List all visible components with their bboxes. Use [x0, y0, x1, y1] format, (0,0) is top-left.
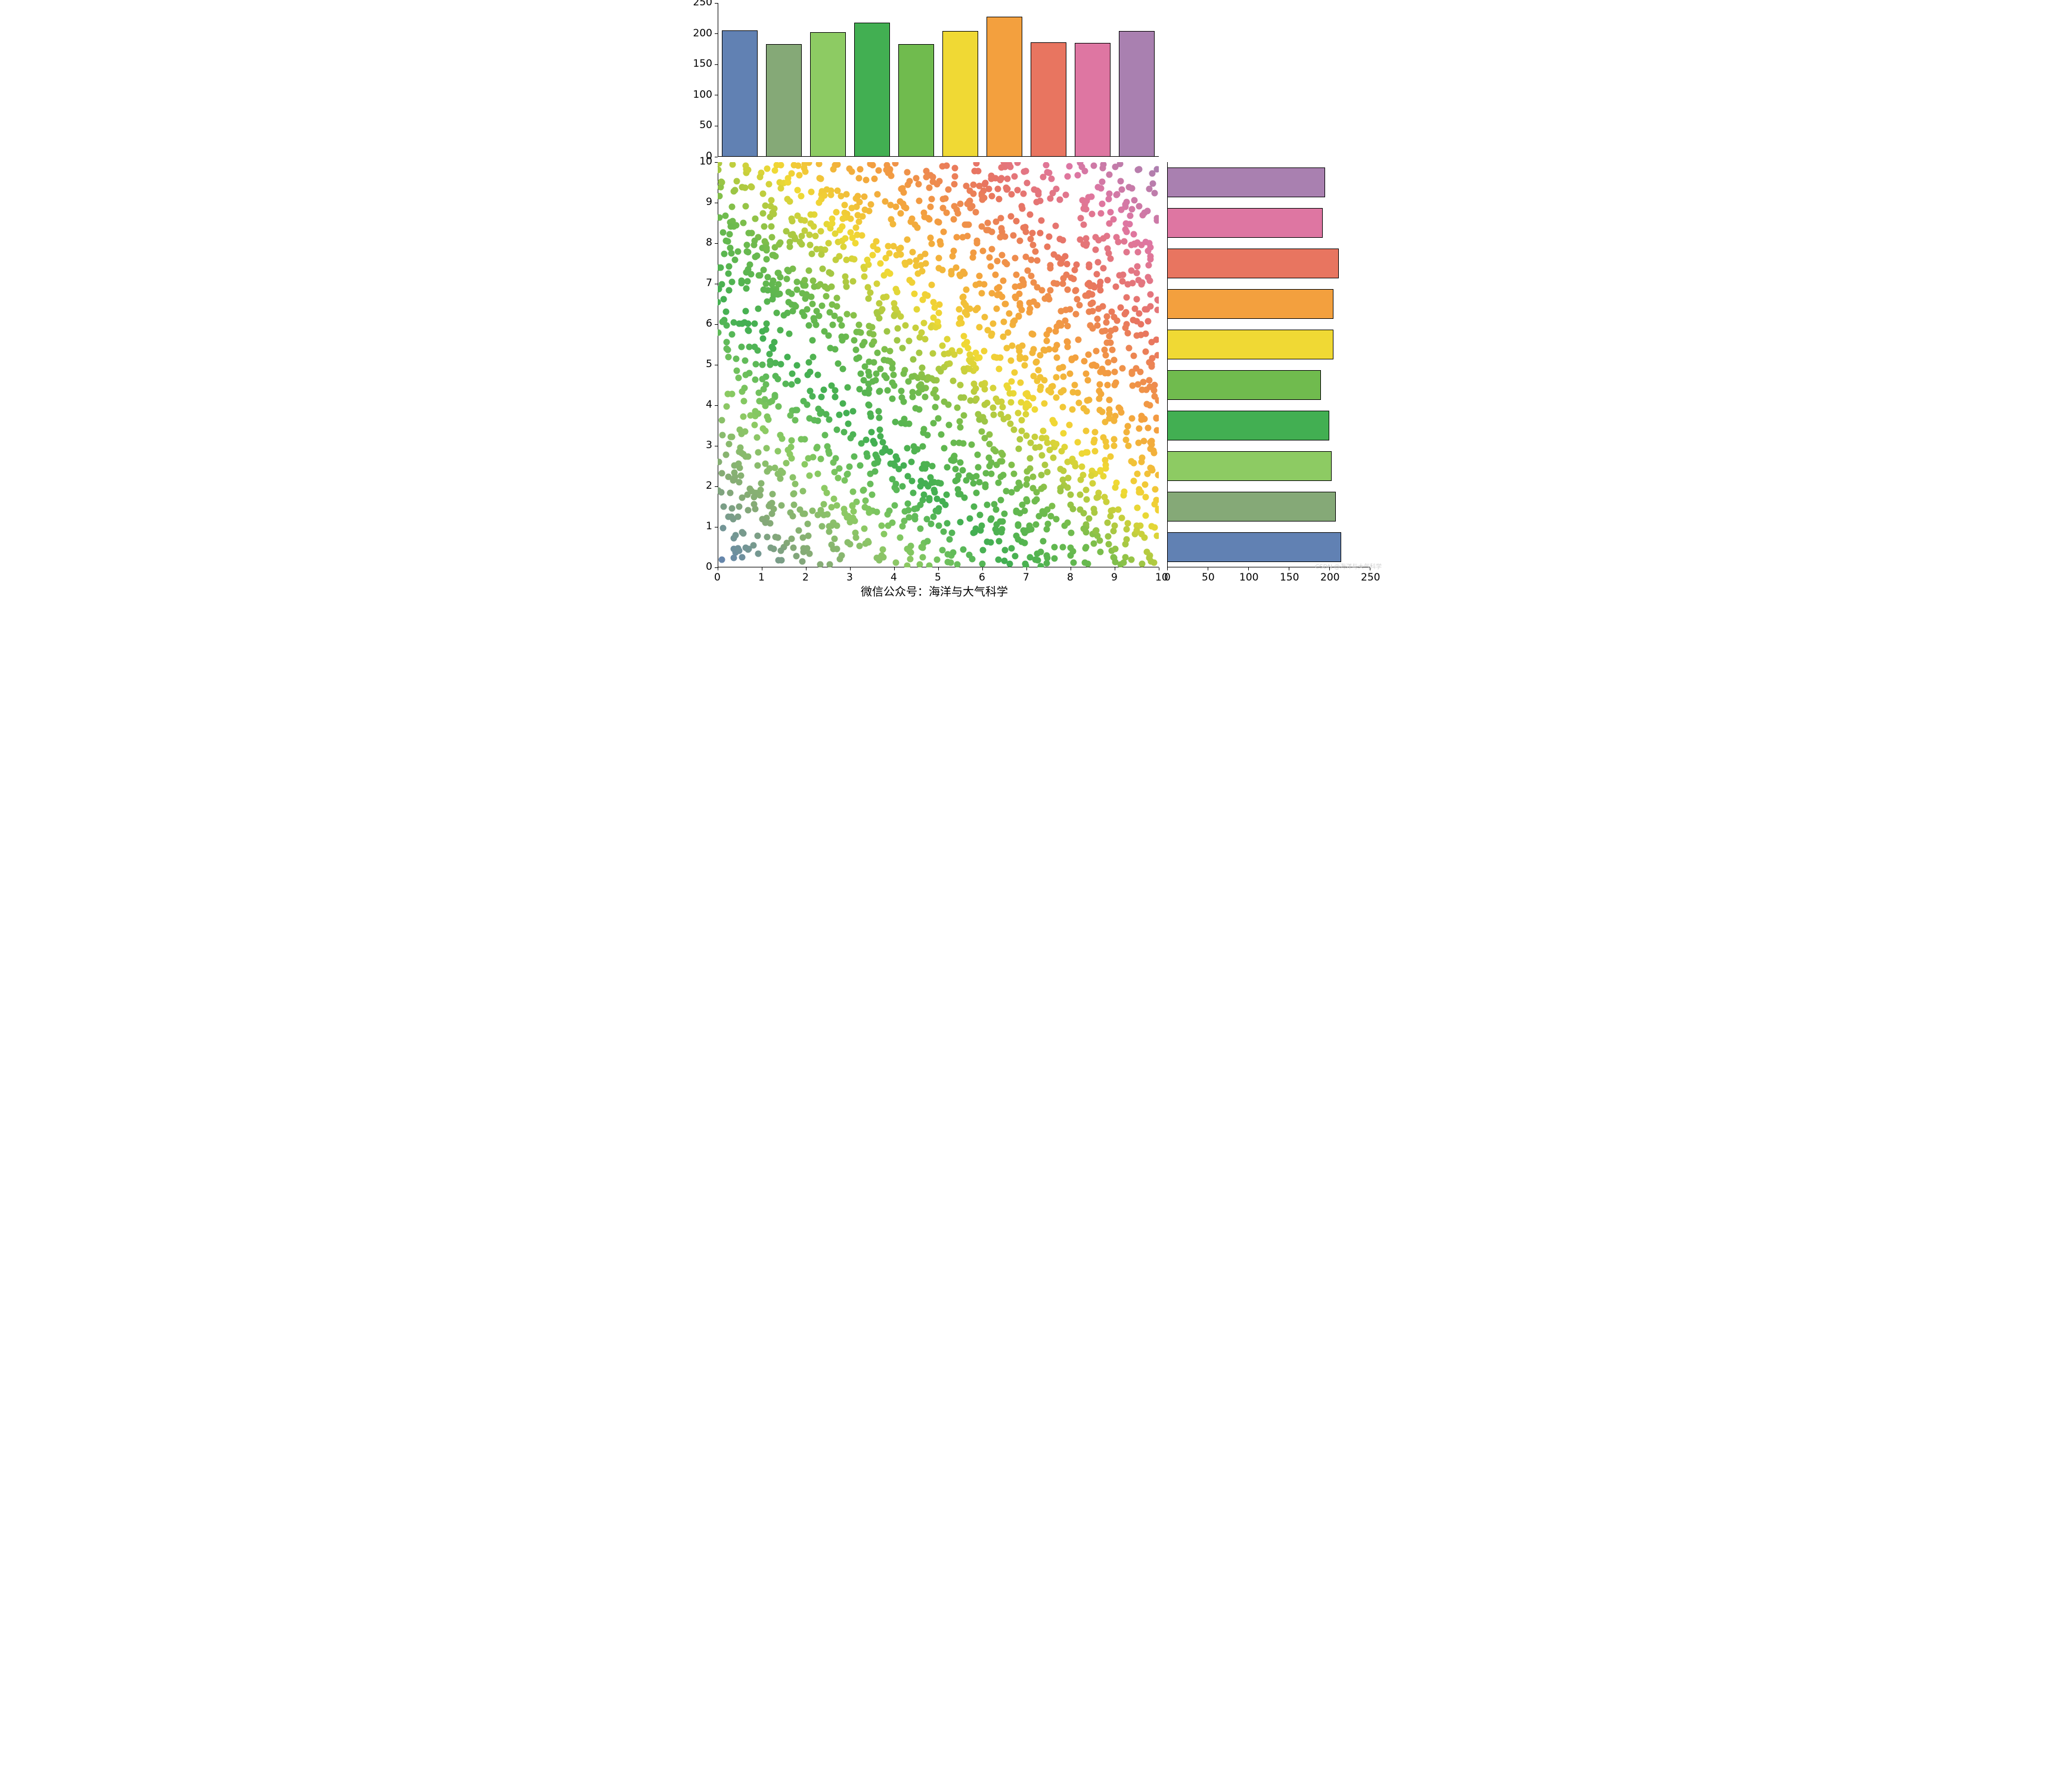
scatter-ytick-label: 5	[706, 358, 712, 370]
scatter-ytick-label: 3	[706, 439, 712, 451]
topbar-ytick-label: 50	[699, 119, 712, 131]
scatter-ytick-label: 0	[706, 561, 712, 573]
rightbar-xtick-label: 200	[1320, 572, 1339, 584]
scatter-ytick-label: 2	[706, 480, 712, 492]
rightbar-bar	[1167, 208, 1323, 238]
scatter-ytick-label: 7	[706, 277, 712, 289]
rightbar-xtick-label: 0	[1164, 572, 1171, 584]
scatter-xtick-label: 7	[1023, 572, 1029, 584]
scatter-xtick-label: 8	[1067, 572, 1074, 584]
rightbar-xtick-label: 150	[1280, 572, 1299, 584]
rightbar-bar	[1167, 411, 1329, 440]
topbar-panel: 050100150200250	[718, 3, 1159, 157]
topbar-bar	[766, 44, 802, 157]
scatter-ytick-label: 9	[706, 196, 712, 208]
rightbar-bar	[1167, 289, 1333, 319]
scatter-xtick-label: 0	[714, 572, 721, 584]
scatter-ytick-label: 6	[706, 318, 712, 330]
rightbar-xtick-label: 250	[1361, 572, 1380, 584]
scatter-ytick-label: 4	[706, 399, 712, 411]
topbar-ytick-label: 200	[693, 27, 712, 39]
topbar-bar	[898, 44, 935, 157]
topbar-bar	[1119, 31, 1155, 157]
topbar-ytick-label: 100	[693, 89, 712, 101]
scatter-xtick-label: 1	[758, 572, 765, 584]
rightbar-bar	[1167, 330, 1333, 359]
rightbar-bar	[1167, 451, 1332, 481]
scatter-panel: 012345678910012345678910微信公众号：海洋与大气科学	[718, 162, 1159, 567]
scatter-xtick-label: 9	[1111, 572, 1118, 584]
rightbar-bar	[1167, 532, 1341, 562]
rightbar-bar	[1167, 370, 1321, 400]
rightbar-bar	[1167, 492, 1336, 522]
topbar-bar	[1031, 42, 1067, 157]
watermark: CSDN @海洋与大气科学	[1315, 561, 1382, 570]
topbar-ytick-label: 150	[693, 58, 712, 70]
scatter-ytick-label: 10	[699, 156, 712, 167]
rightbar-xtick-label: 50	[1202, 572, 1215, 584]
rightbar-xtick-label: 100	[1239, 572, 1258, 584]
topbar-bar	[987, 17, 1023, 157]
topbar-bar	[810, 32, 846, 157]
rightbar-bar	[1167, 249, 1339, 278]
topbar-bar	[1075, 43, 1111, 157]
scatter-ytick-label: 8	[706, 237, 712, 249]
rightbar-panel: 050100150200250	[1167, 162, 1370, 567]
scatter-xlabel: 微信公众号：海洋与大气科学	[861, 583, 1008, 599]
rightbar-bar	[1167, 167, 1325, 197]
topbar-bar	[942, 31, 979, 157]
scatter-xtick-label: 5	[935, 572, 941, 584]
scatter-xtick-label: 6	[979, 572, 985, 584]
scatter-xtick-label: 2	[802, 572, 809, 584]
scatter-points	[718, 162, 1159, 567]
topbar-bar	[722, 30, 758, 157]
scatter-ytick-label: 1	[706, 520, 712, 532]
scatter-xtick-label: 3	[846, 572, 853, 584]
topbar-ytick-label: 250	[693, 0, 712, 8]
topbar-bar	[854, 23, 891, 157]
scatter-xtick-label: 4	[891, 572, 897, 584]
